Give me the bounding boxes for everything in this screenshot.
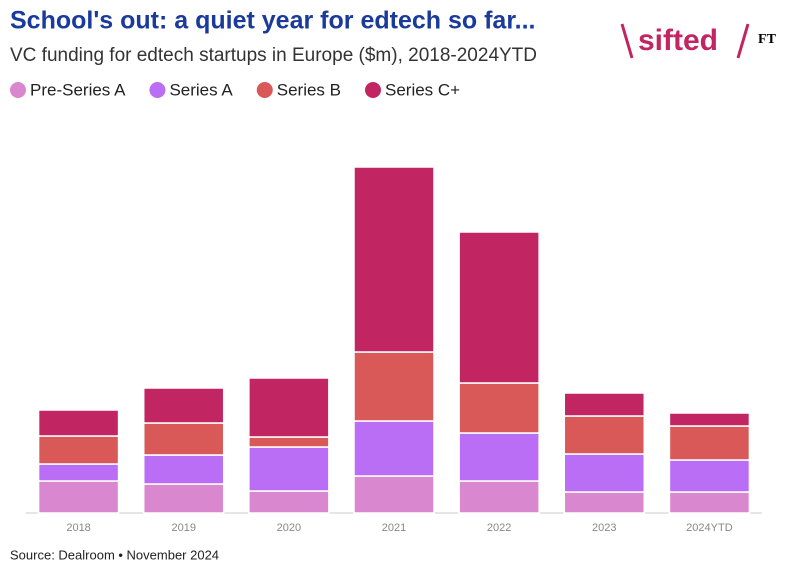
bar-segment bbox=[668, 491, 751, 514]
bar-segment bbox=[142, 454, 225, 485]
bar-segment bbox=[142, 387, 225, 424]
legend-label: Pre-Series A bbox=[30, 80, 126, 99]
chart-title: School's out: a quiet year for edtech so… bbox=[10, 7, 536, 35]
legend-swatch bbox=[10, 82, 26, 98]
chart-subtitle: VC funding for edtech startups in Europe… bbox=[10, 45, 537, 66]
bar-segment bbox=[353, 420, 435, 477]
legend-swatch bbox=[256, 82, 273, 98]
bar-segment bbox=[37, 435, 120, 465]
bar-segment bbox=[668, 412, 751, 427]
bar-segment bbox=[353, 475, 435, 514]
bar-segment bbox=[248, 446, 330, 492]
legend-label: Series C+ bbox=[385, 80, 460, 99]
bar-segment bbox=[563, 453, 646, 493]
x-tick-label: 2023 bbox=[592, 522, 616, 534]
x-tick-label: 2022 bbox=[487, 522, 511, 534]
x-tick-label: 2021 bbox=[382, 522, 406, 534]
bar-segment bbox=[248, 490, 330, 514]
logo-partner: FT bbox=[758, 32, 777, 47]
logo-text: sifted bbox=[638, 24, 718, 57]
x-tick-label: 2019 bbox=[171, 522, 195, 534]
bar-segment bbox=[563, 491, 646, 514]
logo: sifted FT bbox=[620, 23, 777, 59]
legend-swatch bbox=[365, 82, 381, 98]
bar-segment bbox=[563, 392, 646, 417]
logo-slash bbox=[620, 23, 634, 59]
legend-swatch bbox=[149, 82, 166, 98]
bar-segment bbox=[248, 436, 330, 448]
bar-segment bbox=[142, 483, 225, 514]
x-tick-label: 2018 bbox=[66, 522, 90, 534]
bar-segment bbox=[668, 459, 751, 493]
bar-segment bbox=[668, 425, 751, 461]
bar-segment bbox=[458, 432, 540, 482]
x-tick-label: 2024YTD bbox=[686, 522, 733, 534]
bar-segment bbox=[37, 480, 120, 514]
logo-slash bbox=[736, 23, 750, 59]
bar-segment bbox=[563, 415, 646, 455]
bar-segment bbox=[353, 351, 435, 422]
bar-segment bbox=[353, 166, 435, 353]
source: Source: Dealroom • November 2024 bbox=[10, 547, 219, 562]
bar-segment bbox=[37, 409, 120, 437]
legend-label: Series A bbox=[169, 80, 233, 99]
bar-segment bbox=[458, 382, 540, 434]
bar-segment bbox=[458, 480, 540, 514]
bar-segment bbox=[142, 422, 225, 456]
bar-segment bbox=[458, 231, 540, 384]
bar-segment bbox=[248, 377, 330, 438]
x-tick-label: 2020 bbox=[277, 522, 301, 534]
bar-segment bbox=[37, 463, 120, 482]
legend-label: Series B bbox=[277, 80, 341, 99]
